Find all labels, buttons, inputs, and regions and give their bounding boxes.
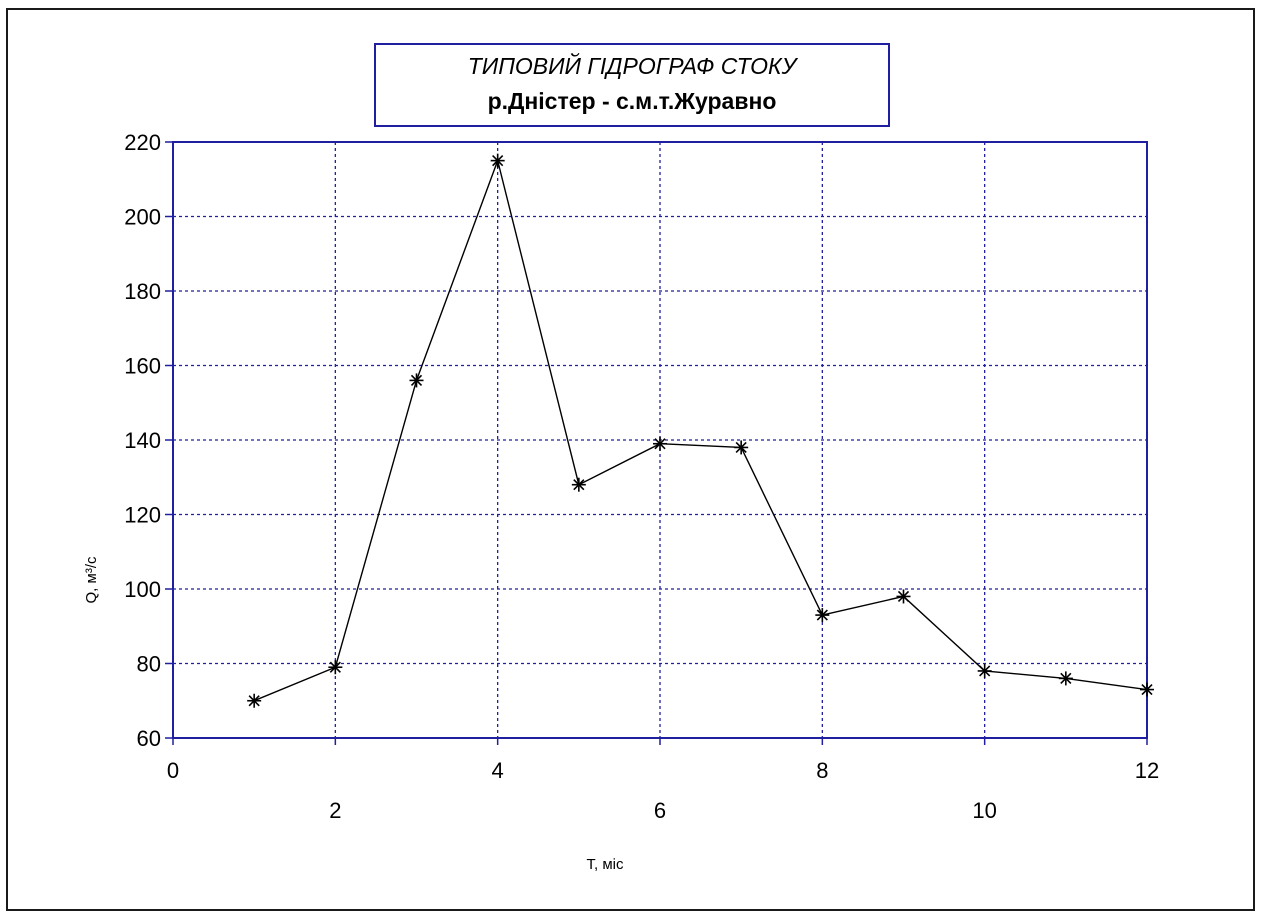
data-point: [1058, 671, 1073, 686]
y-tick-label: 140: [124, 428, 161, 453]
data-point: [328, 660, 343, 675]
chart-subtitle: р.Дністер - с.м.т.Журавно: [488, 88, 777, 114]
x-tick-label: 12: [1135, 758, 1159, 783]
data-point: [734, 440, 749, 455]
data-point-stroke: [492, 155, 504, 167]
y-tick-label: 60: [137, 726, 161, 751]
data-point: [571, 477, 586, 492]
y-tick-label: 180: [124, 279, 161, 304]
chart-title: ТИПОВИЙ ГІДРОГРАФ СТОКУ: [468, 52, 799, 79]
data-point-stroke: [735, 441, 747, 454]
data-point-stroke: [573, 479, 585, 491]
data-point-stroke: [816, 609, 828, 621]
x-tick-label: 6: [654, 798, 666, 823]
series: [247, 153, 1154, 708]
plot-border: [172, 141, 1148, 739]
chart-frame: [6, 8, 1255, 911]
y-tick-label: 120: [124, 503, 161, 528]
data-point: [896, 589, 911, 604]
data-point: [247, 693, 262, 708]
tick-labels: 60 80 100 120 140 160 180 200 220 0 4 8 12 2 6 10: [124, 130, 1159, 823]
data-point-stroke: [329, 661, 341, 673]
grid: [173, 142, 1147, 738]
data-point: [653, 436, 667, 451]
x-tick-label: 4: [492, 758, 504, 783]
x-tick-label: 10: [972, 798, 996, 823]
x-tick-label: 2: [329, 798, 341, 823]
x-tick-label: 0: [167, 758, 179, 783]
data-point-stroke: [1060, 672, 1072, 685]
data-point-stroke: [248, 695, 260, 707]
series-line: [253, 158, 1148, 702]
x-tick-label: 8: [816, 758, 828, 783]
axes: [165, 141, 1148, 745]
data-point: [490, 153, 505, 168]
y-tick-label: 220: [124, 130, 161, 155]
y-tick-label: 100: [124, 577, 161, 602]
y-tick-label: 160: [124, 354, 161, 379]
data-point: [409, 373, 424, 388]
data-point-stroke: [897, 590, 910, 603]
data-point: [1140, 682, 1154, 697]
y-tick-label: 200: [124, 205, 161, 230]
data-point-stroke: [979, 665, 991, 677]
y-tick-label: 80: [137, 652, 161, 677]
data-point-stroke: [410, 374, 423, 387]
data-point-stroke: [654, 438, 666, 450]
data-point: [977, 663, 992, 678]
x-axis-label: Т, міс: [587, 856, 624, 873]
data-point: [815, 608, 830, 623]
data-point-stroke: [1141, 683, 1153, 696]
title-box: [374, 43, 890, 127]
y-axis-label: Q, м³/с: [83, 556, 100, 603]
